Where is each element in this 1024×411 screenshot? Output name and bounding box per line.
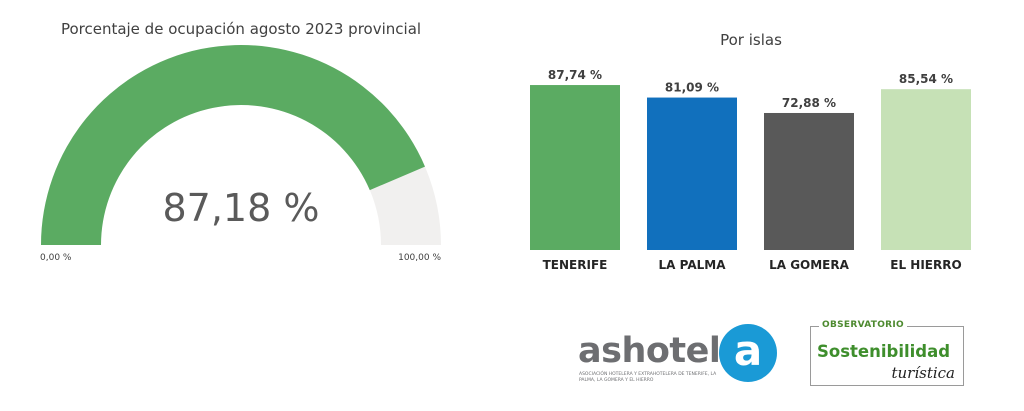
category-label: TENERIFE bbox=[543, 258, 608, 272]
gauge-chart: 87,18 % 0,00 % 100,00 % bbox=[40, 45, 441, 263]
ashotel-badge-letter: a bbox=[733, 326, 763, 375]
ashotel-logo: ashotel a Asociación hotelera y extrahot… bbox=[578, 322, 788, 392]
bar-value-label: 87,74 % bbox=[548, 68, 602, 82]
gauge-value-label: 87,18 % bbox=[163, 186, 320, 230]
bar-chart: 87,74 % TENERIFE 81,09 % LA PALMA 72,88 % LA … bbox=[530, 68, 971, 272]
gauge-max-label: 100,00 % bbox=[398, 253, 441, 263]
gauge-min-label: 0,00 % bbox=[40, 253, 72, 263]
bar-value-label: 81,09 % bbox=[665, 81, 719, 95]
category-label: LA PALMA bbox=[659, 258, 727, 272]
ashotel-badge-icon: a bbox=[719, 324, 777, 382]
category-label: EL HIERRO bbox=[890, 258, 961, 272]
bar-la-gomera bbox=[764, 112, 854, 251]
observatorio-main-label: Sostenibilidad bbox=[817, 342, 951, 361]
bar-value-label: 72,88 % bbox=[782, 96, 836, 110]
bar-tenerife bbox=[530, 85, 620, 250]
ashotel-wordmark: ashotel bbox=[578, 331, 721, 371]
observatorio-sub-label: turística bbox=[891, 364, 955, 382]
bar-el-hierro bbox=[881, 89, 971, 250]
bar-chart-title: Por islas bbox=[720, 31, 782, 49]
observatorio-top-label: OBSERVATORIO bbox=[819, 320, 908, 330]
gauge-fill bbox=[41, 45, 425, 245]
bar-la-palma bbox=[647, 97, 737, 250]
gauge-title: Porcentaje de ocupación agosto 2023 prov… bbox=[60, 20, 422, 38]
category-label: LA GOMERA bbox=[769, 258, 850, 272]
observatorio-logo: OBSERVATORIO Sostenibilidad turística bbox=[810, 320, 964, 386]
ashotel-subtitle: Asociación hotelera y extrahotelera de T… bbox=[579, 372, 717, 383]
bar-value-label: 85,54 % bbox=[899, 72, 953, 86]
